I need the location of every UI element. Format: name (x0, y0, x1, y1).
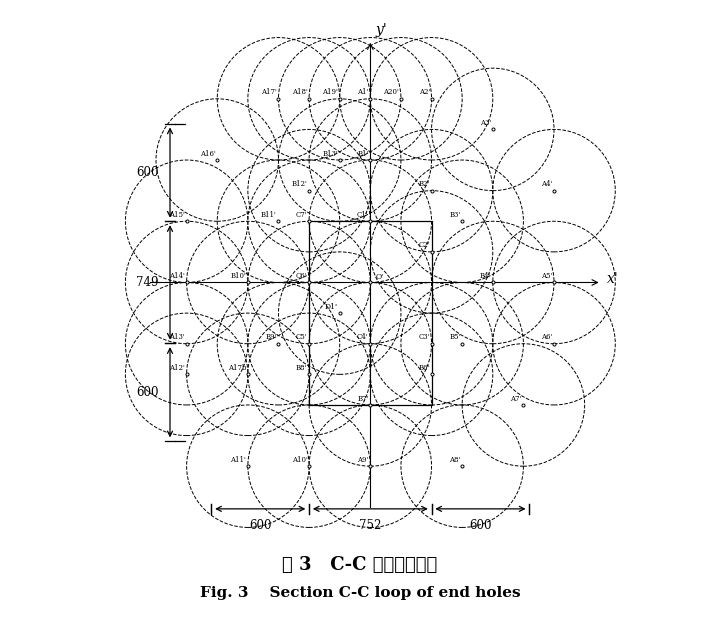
Text: A8': A8' (449, 456, 461, 464)
Text: C7': C7' (296, 211, 307, 219)
Text: A13': A13' (169, 333, 185, 341)
Text: B9': B9' (266, 333, 277, 341)
Text: B13': B13' (323, 149, 338, 157)
Text: A16': A16' (199, 149, 215, 157)
Text: B1': B1' (357, 149, 369, 157)
Text: B4': B4' (480, 272, 491, 280)
Text: A7': A7' (510, 394, 522, 402)
Text: A20': A20' (384, 88, 400, 96)
Text: 600: 600 (136, 386, 158, 399)
Text: x': x' (606, 272, 618, 286)
Bar (309, 221, 431, 405)
Text: C2': C2' (418, 241, 430, 249)
Text: A6': A6' (541, 333, 552, 341)
Text: A10': A10' (292, 456, 307, 464)
Text: B5': B5' (449, 333, 461, 341)
Text: A15': A15' (169, 211, 185, 219)
Text: 752: 752 (359, 519, 382, 532)
Text: A2': A2' (418, 88, 430, 96)
Text: C1': C1' (357, 211, 369, 219)
Text: O': O' (375, 273, 384, 281)
Text: A14': A14' (169, 272, 185, 280)
Text: A3': A3' (480, 119, 491, 127)
Text: A19': A19' (323, 88, 338, 96)
Text: B11': B11' (261, 211, 277, 219)
Text: C4': C4' (357, 333, 369, 341)
Text: A1': A1' (357, 88, 369, 96)
Text: A17b: A17b (228, 364, 246, 372)
Text: B8': B8' (296, 364, 307, 372)
Text: A11': A11' (230, 456, 246, 464)
Text: B7': B7' (357, 394, 369, 402)
Text: A4': A4' (541, 180, 552, 188)
Text: B2': B2' (418, 180, 430, 188)
Text: B3': B3' (449, 211, 461, 219)
Text: D1': D1' (325, 303, 338, 310)
Text: B10': B10' (230, 272, 246, 280)
Text: Fig. 3    Section C-C loop of end holes: Fig. 3 Section C-C loop of end holes (199, 587, 521, 600)
Text: C6': C6' (296, 272, 307, 280)
Text: A18': A18' (292, 88, 307, 96)
Text: C3': C3' (418, 333, 430, 341)
Text: A17': A17' (261, 88, 277, 96)
Text: B12': B12' (292, 180, 307, 188)
Text: B6': B6' (418, 364, 430, 372)
Text: A5': A5' (541, 272, 552, 280)
Text: 600: 600 (249, 519, 271, 532)
Text: 图 3   C-C 断面终孔交圈: 图 3 C-C 断面终孔交圈 (282, 556, 438, 573)
Text: 749: 749 (136, 276, 158, 289)
Text: y': y' (375, 22, 387, 37)
Text: A12': A12' (169, 364, 185, 372)
Text: 600: 600 (469, 519, 492, 532)
Text: A9': A9' (357, 456, 369, 464)
Text: C5': C5' (296, 333, 307, 341)
Text: 600: 600 (136, 166, 158, 179)
